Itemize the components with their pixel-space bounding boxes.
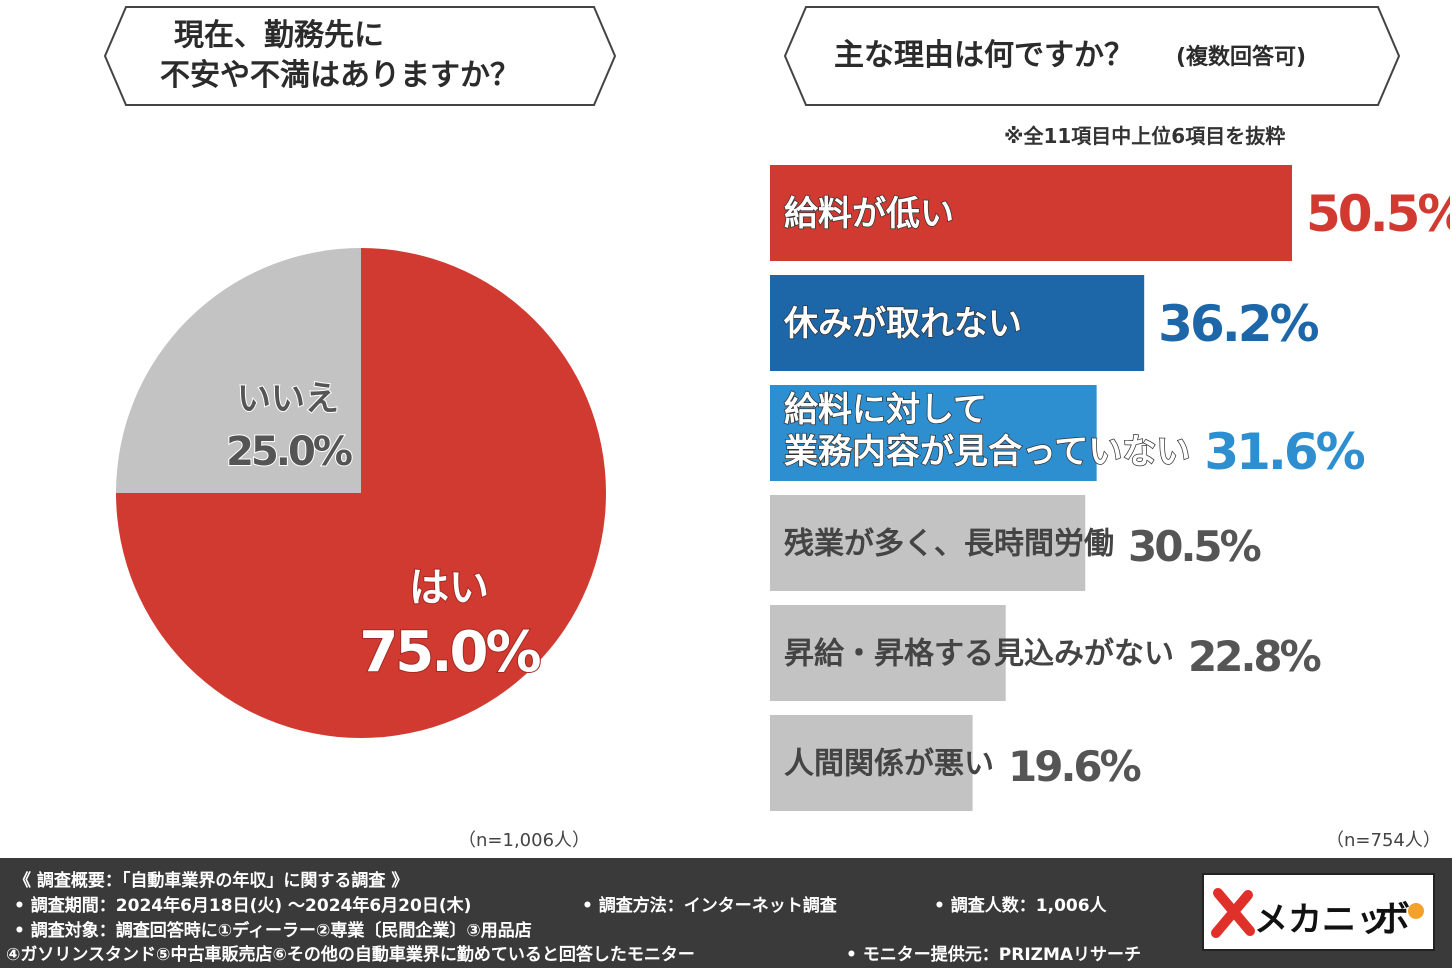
- bar-4: [770, 495, 1086, 591]
- left-sample-size: （n=1,006人）: [458, 830, 591, 851]
- bar-value-4: 30.5%: [1128, 522, 1261, 571]
- pie-svg: はい 75.0% いいえ 25.0%: [116, 248, 606, 738]
- left-question-line2: 不安や不満はありますか？: [160, 58, 520, 93]
- pie-slice-no: [116, 248, 361, 493]
- bar-2: [770, 275, 1145, 371]
- bar-6: [770, 715, 973, 811]
- footer-title: 《 調査概要：「自動車業界の年収」に関する調査 》: [14, 871, 409, 891]
- bar-value-1: 50.5%: [1306, 185, 1450, 243]
- bar-5: [770, 605, 1006, 701]
- footer-target: • 調査対象：調査回答時に①ディーラー②専業〔民間企業〕③用品店: [14, 921, 532, 941]
- pie-chart: はい 75.0% いいえ 25.0%: [100, 240, 620, 750]
- bar-value-2: 36.2%: [1158, 295, 1318, 353]
- mechanicbo-logo: メカニッ ボ: [1202, 873, 1435, 951]
- left-question-frame: [104, 6, 616, 106]
- logo-graphic: メカニッ ボ: [1211, 888, 1424, 940]
- bar-1: [770, 165, 1292, 261]
- logo-suffix: ボ: [1374, 899, 1410, 940]
- pie-label-no: いいえ: [237, 379, 339, 419]
- right-question-frame: [784, 6, 1400, 106]
- footer-count: • 調査人数：1,006人: [934, 896, 1107, 916]
- bar-label-6: 人間関係が悪い: [784, 747, 994, 782]
- right-question-main: 主な理由は何ですか？: [834, 38, 1134, 73]
- left-question-line1: 現在、勤務先に: [174, 18, 384, 53]
- left-question-box: 現在、勤務先に 不安や不満はありますか？: [104, 6, 616, 106]
- bar-label-3-line1: 給料に対して: [784, 390, 987, 430]
- bar-label-3-line2: 業務内容が見合っていない: [784, 432, 1190, 472]
- bar-svg: 給料が低い 50.5% 休みが取れない 36.2% 給料に対して業務内容が見合っていない…: [770, 165, 1452, 811]
- pie-label-yes: はい: [409, 565, 489, 611]
- bar-value-5: 22.8%: [1188, 632, 1321, 681]
- bar-value-6: 19.6%: [1008, 742, 1141, 791]
- bar-3: [770, 385, 1097, 481]
- bar-label-1: 給料が低い: [784, 194, 954, 234]
- footer-period: • 調査期間：2024年6月18日(火) ～2024年6月20日(木): [14, 896, 472, 916]
- right-question-sub: (複数回答可): [1176, 45, 1307, 70]
- footer-target2: ④ガソリンスタンド⑤中古車販売店⑥その他の自動車業界に勤めていると回答したモニタ…: [6, 945, 695, 965]
- bar-label-2: 休みが取れない: [783, 304, 1022, 344]
- footer-method: • 調査方法：インターネット調査: [582, 896, 837, 916]
- right-sample-size: （n=754人）: [1326, 830, 1441, 851]
- logo-text: メカニッ: [1254, 900, 1390, 940]
- right-question-box: 主な理由は何ですか？ (複数回答可): [784, 6, 1400, 106]
- bar-label-5: 昇給・昇格する見込みがない: [784, 637, 1174, 672]
- pie-value-yes: 75.0%: [359, 620, 540, 685]
- items-note: ※全11項目中上位6項目を抜粋: [1004, 124, 1286, 148]
- bar-value-3: 31.6%: [1204, 423, 1364, 481]
- pie-value-no: 25.0%: [226, 429, 352, 475]
- bar-chart: 給料が低い 50.5% 休みが取れない 36.2% 給料に対して 業務内容が見合っていない…: [760, 150, 1452, 830]
- footer-provider: • モニター提供元：PRIZMAリサーチ: [846, 945, 1142, 965]
- bar-label-4: 残業が多く、長時間労働: [784, 527, 1114, 562]
